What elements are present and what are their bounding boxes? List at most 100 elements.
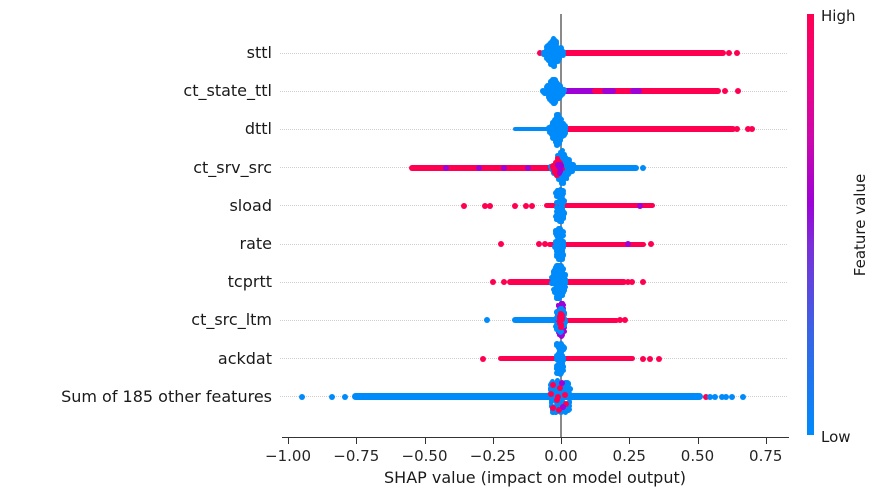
shap-dot	[721, 88, 728, 95]
blob-sprinkle-dot	[560, 403, 567, 410]
x-axis-label: SHAP value (impact on model output)	[384, 468, 686, 487]
blob-dot	[554, 189, 561, 195]
blob-dot	[554, 370, 561, 377]
shap-dot	[461, 202, 468, 209]
blob-dot	[563, 407, 569, 414]
shap-dot	[480, 355, 487, 362]
blob-dot	[547, 49, 553, 56]
blob-dot	[554, 213, 560, 220]
shap-dot	[637, 202, 644, 209]
blob-dot	[556, 247, 563, 253]
shap-dot	[536, 241, 543, 247]
blob-dot	[560, 317, 566, 323]
blob-dot	[549, 44, 555, 51]
blob-dot	[556, 89, 563, 96]
blob-dot	[560, 292, 566, 299]
blob-dot	[558, 324, 564, 330]
colorbar-high-label: High	[821, 7, 856, 25]
blob-dot	[555, 152, 562, 159]
blob-dot	[553, 168, 559, 174]
blob-sprinkle-dot	[553, 396, 560, 403]
blob-dot	[560, 158, 566, 164]
shap-dot	[497, 241, 504, 247]
x-tick-label: 0.00	[544, 447, 578, 465]
feature-label: rate	[239, 234, 273, 253]
blob-dot	[554, 140, 561, 147]
blob-dot	[559, 200, 565, 206]
blob-dot	[546, 56, 552, 63]
blob-dot	[561, 241, 567, 247]
blob-sprinkle-dot	[548, 390, 555, 397]
x-tick-label: −0.25	[469, 447, 516, 465]
shap-dot	[725, 50, 732, 56]
blob-dot	[553, 282, 559, 288]
feature-label: sttl	[246, 43, 272, 62]
shap-dot	[500, 279, 507, 286]
blob-dot	[560, 187, 567, 194]
blob-dot	[559, 197, 565, 203]
blob-dot	[554, 81, 560, 87]
blob-dot	[559, 229, 566, 236]
blob-dot	[548, 94, 555, 101]
feature-label: ct_srv_src	[193, 157, 272, 177]
blob-dot	[568, 169, 574, 175]
blob-dot	[554, 161, 561, 168]
blob-dot	[553, 342, 560, 348]
blob-dot	[564, 174, 570, 180]
blob-dot	[561, 346, 567, 351]
blob-dot	[553, 172, 560, 178]
x-tick	[288, 438, 289, 444]
blob-dot	[563, 382, 570, 389]
blob-dot	[554, 115, 560, 121]
shap-segment	[544, 203, 656, 209]
blob-dot	[559, 283, 565, 290]
x-tick-label: 0.25	[612, 447, 646, 465]
blob-dot	[565, 403, 572, 409]
blob-dot	[551, 97, 558, 103]
shap-segment	[560, 317, 619, 323]
blob-dot	[555, 294, 561, 300]
colorbar	[807, 14, 814, 435]
blob-dot	[557, 306, 564, 313]
feature-label: ct_state_ttl	[183, 81, 272, 101]
shap-segment	[564, 126, 736, 133]
blob-dot	[557, 313, 563, 320]
blob-dot	[560, 132, 567, 139]
blob-dot	[562, 287, 568, 293]
blob-dot	[558, 263, 564, 270]
blob-dot	[553, 410, 559, 415]
x-tick	[356, 438, 358, 444]
blob-dot	[543, 46, 550, 53]
blob-sprinkle-dot	[549, 404, 556, 411]
blob-dot	[557, 168, 564, 174]
blob-dot	[554, 200, 559, 205]
blob-sprinkle-dot	[555, 393, 562, 400]
blob-dot	[557, 137, 564, 144]
blob-dot	[556, 361, 563, 368]
feature-label: ct_src_ltm	[191, 310, 272, 330]
blob-dot	[559, 91, 566, 98]
blob-dot	[555, 279, 561, 286]
blob-dot	[560, 191, 566, 197]
shap-dot	[648, 241, 655, 247]
shap-dot	[298, 393, 305, 400]
blob-dot	[555, 238, 561, 244]
blob-dot	[560, 343, 566, 349]
shap-dot	[616, 317, 623, 324]
gridline	[280, 90, 787, 92]
blob-dot	[550, 40, 555, 46]
blob-dot	[563, 161, 570, 168]
shap-dot	[342, 393, 349, 400]
blob-dot	[558, 370, 565, 377]
colorbar-low-label: Low	[821, 428, 851, 446]
blob-dot	[545, 126, 552, 133]
blob-dot	[555, 241, 561, 246]
blob-dot	[554, 315, 560, 321]
shap-segment	[566, 164, 640, 171]
shap-segment	[601, 88, 616, 95]
blob-dot	[553, 133, 558, 138]
shap-dot	[656, 355, 663, 362]
shap-dot	[706, 393, 713, 400]
x-tick-label: −1.00	[265, 447, 311, 465]
